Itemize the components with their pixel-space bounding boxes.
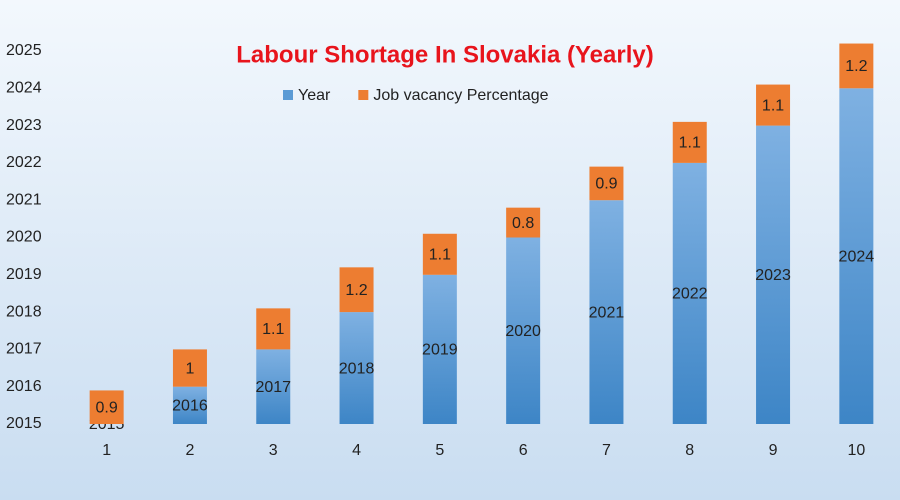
legend-swatch <box>358 90 369 100</box>
legend-label: Year <box>298 87 331 104</box>
y-tick-label: 2015 <box>6 415 42 432</box>
bar-segment <box>256 349 291 424</box>
x-tick-label: 2 <box>185 442 194 459</box>
bar-segment <box>172 386 207 424</box>
y-tick-label: 2025 <box>6 42 42 59</box>
bar-segment <box>256 308 291 350</box>
x-tick-label: 3 <box>269 442 278 459</box>
legend-label: Job vacancy Percentage <box>373 87 548 104</box>
x-tick-label: 5 <box>435 442 444 459</box>
y-tick-label: 2016 <box>6 378 42 395</box>
bar-segment <box>756 125 791 424</box>
y-tick-label: 2018 <box>6 303 42 320</box>
bar-segment <box>589 166 624 201</box>
bar-segment <box>506 237 541 424</box>
bar-segment <box>422 233 457 275</box>
x-tick-label: 7 <box>602 442 611 459</box>
x-tick-label: 8 <box>685 442 694 459</box>
bar-segment <box>339 267 374 313</box>
data-label: 1 <box>185 360 194 377</box>
data-label: 1.2 <box>845 58 867 75</box>
data-label: 2017 <box>255 379 291 396</box>
bar-segment <box>89 390 124 424</box>
data-label: 2024 <box>839 248 875 265</box>
y-tick-label: 2024 <box>6 80 42 97</box>
bar-segment <box>339 312 374 424</box>
bar-segment <box>506 207 541 238</box>
bar-segment <box>172 349 207 387</box>
data-label: 1.1 <box>429 247 451 264</box>
data-label: 1.1 <box>679 135 701 152</box>
data-label: 2020 <box>505 323 541 340</box>
data-label: 0.9 <box>96 399 118 416</box>
bar-segment <box>422 274 457 424</box>
x-tick-label: 1 <box>102 442 111 459</box>
bar-segment <box>589 200 624 424</box>
data-label: 2019 <box>422 342 458 359</box>
data-label: 0.8 <box>512 215 534 232</box>
y-tick-label: 2019 <box>6 266 42 283</box>
y-tick-label: 2023 <box>6 117 42 134</box>
data-label: 1.2 <box>345 282 367 299</box>
data-label: 2023 <box>755 267 791 284</box>
data-label: 2016 <box>172 398 208 415</box>
bar-segment <box>672 162 707 424</box>
data-label: 1.1 <box>262 321 284 338</box>
bar-segment <box>756 84 791 126</box>
x-tick-label: 4 <box>352 442 361 459</box>
x-tick-label: 9 <box>769 442 778 459</box>
data-label: 0.9 <box>595 176 617 193</box>
data-label: 2022 <box>672 286 708 303</box>
y-tick-label: 2021 <box>6 191 42 208</box>
bar-segment <box>672 121 707 163</box>
data-label: 2018 <box>339 360 375 377</box>
y-tick-label: 2022 <box>6 154 42 171</box>
x-tick-label: 6 <box>519 442 528 459</box>
y-tick-label: 2020 <box>6 229 42 246</box>
bar-segment <box>839 43 874 89</box>
legend-swatch <box>283 90 293 100</box>
x-tick-label: 10 <box>847 442 865 459</box>
data-label: 2021 <box>589 304 625 321</box>
chart-title: Labour Shortage In Slovakia (Yearly) <box>236 41 653 68</box>
data-label: 1.1 <box>762 97 784 114</box>
bar-segment <box>839 88 874 425</box>
y-tick-label: 2017 <box>6 341 42 358</box>
